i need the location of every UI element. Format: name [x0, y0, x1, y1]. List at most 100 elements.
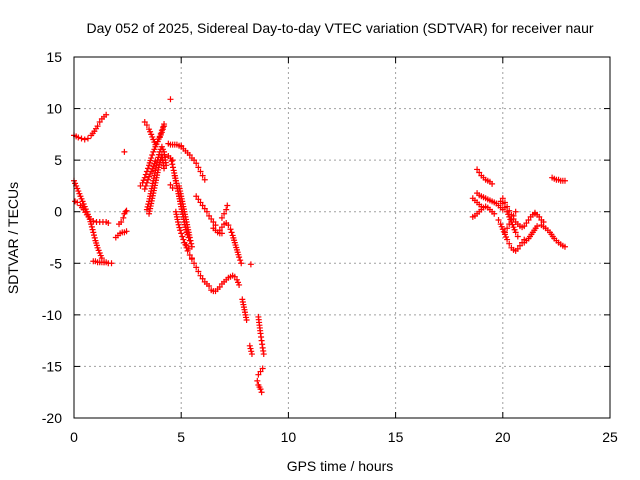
data-point: [121, 148, 128, 155]
data-point: [506, 240, 513, 247]
data-point: [191, 260, 198, 267]
y-tick-label: 15: [46, 49, 62, 65]
data-point: [186, 252, 193, 259]
x-tick-label: 20: [495, 429, 511, 445]
data-point: [227, 226, 234, 233]
data-point: [186, 234, 193, 241]
data-point: [561, 177, 568, 184]
data-point: [228, 229, 235, 236]
data-point: [158, 127, 165, 134]
data-point: [248, 351, 255, 358]
data-point: [525, 216, 532, 223]
data-point: [510, 212, 517, 219]
data-point: [87, 215, 94, 222]
data-point: [159, 124, 166, 131]
data-point: [122, 208, 129, 215]
grid-lines: [74, 57, 610, 418]
data-point: [148, 155, 155, 162]
data-point: [506, 207, 513, 214]
data-point: [508, 216, 515, 223]
data-point: [474, 166, 481, 173]
x-tick-label: 10: [281, 429, 297, 445]
data-point: [75, 134, 82, 141]
data-point: [206, 212, 213, 219]
data-point: [199, 275, 206, 282]
data-point: [218, 214, 225, 221]
data-point: [78, 135, 85, 142]
y-tick-label: -15: [42, 358, 62, 374]
data-point: [142, 182, 149, 189]
data-point: [236, 254, 243, 261]
x-axis-label: GPS time / hours: [287, 458, 394, 474]
data-point: [182, 241, 189, 248]
data-point: [191, 157, 198, 164]
data-point: [179, 233, 186, 240]
x-tick-labels: 0 5 10 15 20 25: [70, 429, 618, 445]
data-point: [506, 221, 513, 228]
data-point: [169, 161, 176, 168]
data-point: [238, 260, 245, 267]
data-point: [257, 386, 264, 393]
data-point: [218, 230, 225, 237]
data-point: [195, 268, 202, 275]
data-marks: [71, 96, 568, 396]
data-point: [88, 221, 95, 228]
data-point: [534, 223, 541, 230]
data-point: [212, 222, 219, 229]
data-point: [210, 219, 217, 226]
data-point: [169, 164, 176, 171]
y-tick-label: -5: [50, 255, 63, 271]
data-point: [90, 217, 97, 224]
data-point: [183, 244, 190, 251]
data-point: [161, 165, 168, 172]
data-point: [167, 181, 174, 188]
data-point: [118, 219, 125, 226]
data-point: [504, 225, 511, 232]
data-point: [184, 247, 191, 254]
axis-ticks: [73, 56, 611, 419]
data-point: [177, 227, 184, 234]
data-point: [193, 193, 200, 200]
data-point: [143, 179, 150, 186]
x-tick-label: 25: [602, 429, 618, 445]
data-point: [495, 216, 502, 223]
data-point: [195, 196, 202, 203]
data-point: [141, 186, 148, 193]
y-tick-label: 5: [54, 152, 62, 168]
data-point: [178, 230, 185, 237]
data-point: [260, 351, 267, 358]
data-point: [188, 240, 195, 247]
data-point: [243, 317, 250, 324]
data-point: [561, 243, 568, 250]
data-point: [197, 168, 204, 175]
data-point: [223, 206, 230, 213]
data-point: [176, 224, 183, 231]
data-point: [141, 174, 148, 181]
data-point: [96, 118, 103, 125]
data-point: [91, 232, 98, 239]
data-point: [248, 348, 255, 355]
data-point: [516, 242, 523, 249]
data-point: [254, 377, 261, 384]
data-point: [193, 264, 200, 271]
data-point: [175, 221, 182, 228]
data-point: [197, 272, 204, 279]
data-point: [236, 281, 243, 288]
data-point: [161, 121, 168, 128]
data-point: [186, 151, 193, 158]
data-point: [512, 208, 519, 215]
data-point: [259, 365, 266, 372]
data-point: [206, 282, 213, 289]
data-point: [203, 208, 210, 215]
data-point: [258, 389, 265, 396]
y-tick-label: -20: [42, 410, 62, 426]
data-point: [94, 123, 101, 130]
data-point: [105, 220, 112, 227]
y-tick-label: 10: [46, 101, 62, 117]
data-point: [88, 223, 95, 230]
data-point: [193, 160, 200, 167]
data-point: [246, 342, 253, 349]
data-point: [491, 210, 498, 217]
y-tick-label: 0: [54, 204, 62, 220]
